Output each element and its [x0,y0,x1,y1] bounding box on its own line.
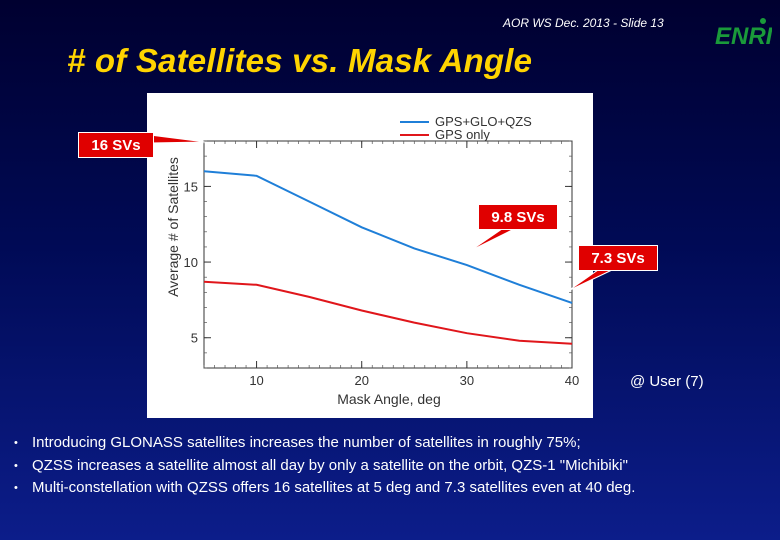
chart-panel: 10 20 30 40 5 10 15 GPS+GLO+QZS GPS only Mask A… [147,93,593,418]
series-line-gps-only [203,280,573,345]
series-line-gps-glo-qzs [203,170,573,304]
y-tick-label: 15 [184,179,198,194]
y-axis-label: Average # of Satellites [165,157,181,297]
bullet-text: QZSS increases a satellite almost all da… [32,456,628,474]
bullet-text: Multi-constellation with QZSS offers 16 … [32,479,636,496]
x-tick-label: 20 [354,373,368,388]
y-tick-label: 5 [191,331,198,346]
callout-9.8-svs: 9.8 SVs [478,204,558,230]
x-tick-label: 10 [249,373,263,388]
bullet-item: • Introducing GLONASS satellites increase… [14,432,774,455]
slide-reference: AOR WS Dec. 2013 - Slide 13 [503,16,664,30]
plot-frame [203,140,573,369]
bullet-list: • Introducing GLONASS satellites increase… [14,432,774,500]
enri-logo: ENRI [715,18,772,50]
bullet-item: • QZSS increases a satellite almost all d… [14,455,774,478]
slide-title: # of Satellites vs. Mask Angle [67,42,533,79]
bullet-dot: • [14,437,18,449]
user-note: @ User (7) [630,373,704,390]
callout-7.3-svs: 7.3 SVs [578,245,658,271]
bullet-dot: • [14,459,18,472]
legend-label: GPS+GLO+QZS [435,114,532,129]
x-tick-label: 30 [460,373,474,388]
logo-accent-icon [760,18,766,24]
logo-text: ENRI [715,23,772,50]
y-tick-label: 10 [184,255,198,270]
x-axis-label: Mask Angle, deg [337,391,441,407]
bullet-dot: • [14,482,18,494]
x-tick-label: 40 [565,373,579,388]
bullet-item: • Multi-constellation with QZSS offers 16… [14,477,774,500]
legend-label: GPS only [435,127,490,142]
bullet-text: Introducing GLONASS satellites increases… [32,434,581,451]
callout-16-svs: 16 SVs [78,132,154,158]
